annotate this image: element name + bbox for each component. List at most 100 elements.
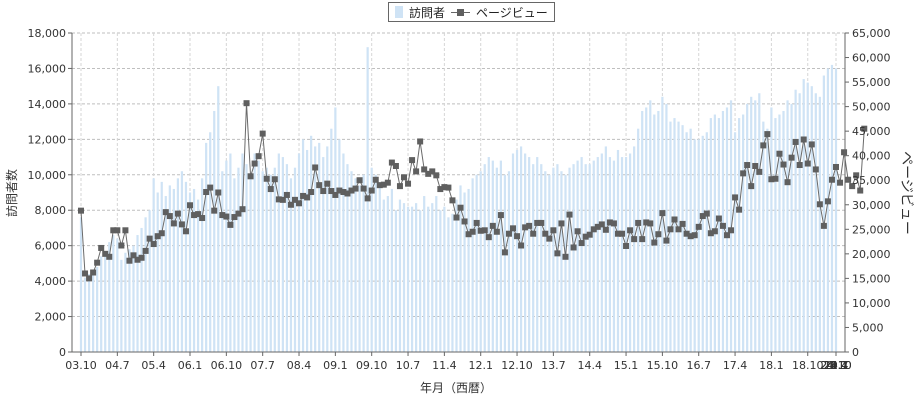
pageview-point bbox=[489, 222, 496, 229]
visitor-bar bbox=[580, 157, 583, 352]
visitor-bar bbox=[241, 153, 244, 352]
pageview-point bbox=[449, 197, 456, 204]
tick-label-x: 09.1 bbox=[323, 359, 348, 372]
visitor-bar bbox=[168, 185, 171, 352]
pageview-point bbox=[166, 213, 173, 220]
pageview-point bbox=[861, 125, 868, 132]
tick-label-y-left: 8,000 bbox=[35, 204, 67, 217]
visitor-bar bbox=[156, 192, 159, 352]
pageview-point bbox=[744, 162, 751, 169]
visitor-bar bbox=[305, 149, 309, 352]
pageview-point bbox=[841, 149, 848, 156]
pageview-point bbox=[736, 206, 743, 213]
pageview-point bbox=[429, 168, 436, 175]
visitor-bar bbox=[435, 196, 438, 352]
pageview-point bbox=[267, 186, 274, 193]
legend: 訪問者 ページビュー bbox=[388, 2, 555, 22]
pageview-point bbox=[639, 236, 646, 243]
visitor-bar bbox=[297, 153, 301, 352]
visitor-bar bbox=[451, 213, 454, 352]
visitor-bar bbox=[419, 210, 422, 352]
y-axis-title-right: ページビュー bbox=[898, 151, 914, 235]
tick-label-x: 20.4 bbox=[824, 359, 849, 372]
y-axis-title-left: 訪問者数 bbox=[4, 169, 19, 217]
visitor-bar bbox=[116, 238, 119, 352]
visitor-bar bbox=[564, 174, 567, 352]
tick-label-y-right: 25,000 bbox=[852, 223, 891, 236]
visitor-bar bbox=[100, 256, 103, 352]
visitor-bar bbox=[439, 210, 442, 352]
pageview-point bbox=[461, 218, 468, 225]
pageview-point bbox=[764, 131, 771, 138]
visitor-bar bbox=[176, 178, 180, 352]
pageview-point bbox=[283, 191, 290, 198]
tick-label-x: 04.7 bbox=[105, 359, 130, 372]
visitor-bar bbox=[104, 252, 107, 352]
pageview-point bbox=[792, 138, 799, 145]
pageview-point bbox=[340, 189, 347, 196]
pageview-point bbox=[530, 230, 537, 237]
visitor-bar bbox=[253, 153, 256, 352]
visitor-bar bbox=[822, 75, 825, 353]
pageview-point bbox=[635, 219, 642, 226]
tick-label-x: 22.7 bbox=[824, 359, 849, 372]
visitor-bar bbox=[584, 164, 587, 352]
pageview-point bbox=[598, 221, 605, 228]
pageview-point bbox=[94, 259, 101, 266]
visitor-bar bbox=[459, 185, 462, 352]
tick-label-x: 19.7 bbox=[824, 359, 849, 372]
visitor-bar bbox=[612, 160, 616, 352]
pageview-point bbox=[271, 176, 278, 183]
pageview-point bbox=[437, 186, 444, 193]
tick-label-x: 12.1 bbox=[468, 359, 493, 372]
pageview-point bbox=[364, 195, 371, 202]
pageview-point bbox=[312, 164, 319, 171]
visitor-bar bbox=[463, 192, 466, 352]
pageview-point bbox=[518, 242, 525, 249]
tick-label-x: 06.1 bbox=[178, 359, 203, 372]
pageview-point bbox=[538, 219, 545, 226]
visitor-bar bbox=[826, 68, 830, 352]
pageview-point bbox=[110, 227, 117, 234]
visitor-bar bbox=[249, 174, 252, 352]
visitor-bar bbox=[532, 164, 535, 352]
visitor-bar bbox=[568, 167, 571, 352]
pageview-point bbox=[255, 153, 262, 160]
tick-label-y-right: 5,000 bbox=[852, 321, 884, 334]
pageview-point bbox=[546, 235, 553, 242]
pageview-point bbox=[820, 222, 827, 229]
pageview-point bbox=[606, 219, 613, 226]
visitor-bar bbox=[552, 167, 555, 352]
pageview-point bbox=[469, 228, 476, 235]
pageview-point bbox=[578, 240, 585, 247]
visitor-bar bbox=[782, 110, 785, 352]
visitor-bar bbox=[677, 121, 680, 352]
visitor-bar bbox=[281, 157, 284, 352]
visitor-bar bbox=[92, 270, 95, 352]
pageview-point bbox=[643, 219, 650, 226]
visitor-bar bbox=[754, 100, 757, 352]
visitor-bar bbox=[390, 188, 393, 352]
pageview-point bbox=[590, 226, 597, 233]
visitor-bar bbox=[742, 114, 745, 353]
visitor-bar bbox=[394, 210, 398, 352]
pageview-point bbox=[239, 206, 246, 213]
visitor-bar bbox=[402, 203, 406, 352]
pageview-point bbox=[134, 256, 141, 263]
tick-label-y-right: 15,000 bbox=[852, 272, 891, 285]
pageview-point bbox=[356, 177, 363, 184]
visitor-bar bbox=[758, 93, 761, 352]
pageview-point bbox=[425, 170, 432, 177]
pageview-point bbox=[207, 184, 214, 191]
visitor-bar bbox=[814, 93, 817, 352]
visitor-bar bbox=[499, 160, 503, 352]
tick-label-y-left: 12,000 bbox=[28, 133, 67, 146]
pageview-point bbox=[510, 225, 517, 232]
pageview-point bbox=[191, 212, 198, 219]
pageview-point bbox=[728, 227, 735, 234]
pageview-point bbox=[837, 179, 844, 186]
pageview-point bbox=[542, 230, 549, 237]
tick-label-x: 03.10 bbox=[65, 359, 97, 372]
tick-label-x: 17.4 bbox=[723, 359, 748, 372]
pageview-point bbox=[421, 166, 428, 173]
